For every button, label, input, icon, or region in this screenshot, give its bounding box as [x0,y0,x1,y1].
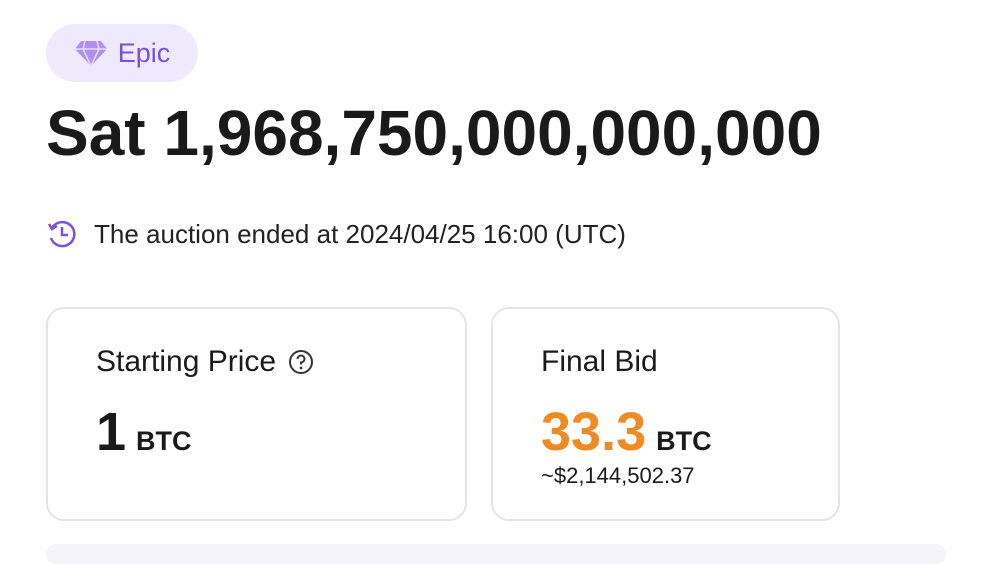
card-label-row: Starting Price [96,345,314,379]
usd-value: ~$2,144,502.37 [541,463,695,488]
card-label: Starting Price [96,345,277,378]
sat-title: Sat 1,968,750,000,000,000 [46,97,822,169]
next-section [46,544,946,564]
gem-icon [74,40,107,67]
badge-label: Epic [117,37,171,68]
unit: BTC [656,426,712,456]
rarity-badge: Epic [46,24,198,82]
status-text: The auction ended at 2024/04/25 16:00 (U… [94,218,626,249]
amount: 33.3 [541,402,647,462]
amount-row: 33.3 BTC [541,401,712,463]
final-bid-card: Final Bid 33.3 BTC ~$2,144,502.37 [491,307,840,521]
clock-icon [47,220,76,248]
card-label: Final Bid [541,345,658,378]
page: Epic Sat 1,968,750,000,000,000 The aucti… [46,24,946,564]
amount: 1 [96,402,127,462]
amount-row: 1 BTC [96,401,192,463]
starting-price-card: Starting Price 1 BTC [46,307,467,521]
help-icon[interactable] [288,349,314,375]
auction-status: The auction ended at 2024/04/25 16:00 (U… [46,218,626,250]
unit: BTC [136,426,192,456]
